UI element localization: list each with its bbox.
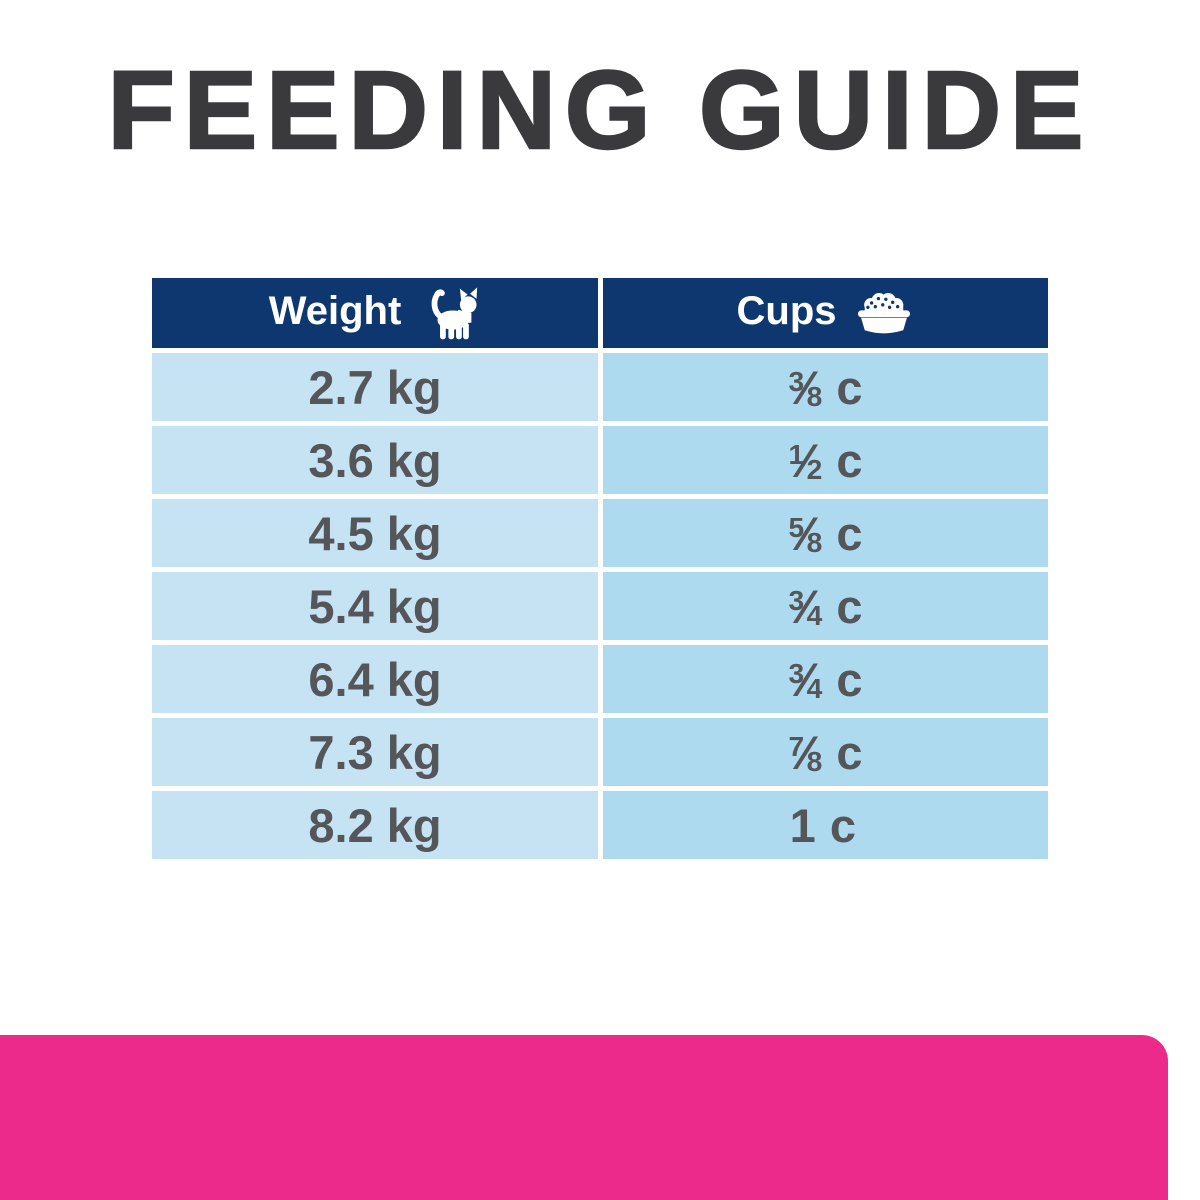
weight-column-header: Weight [152,278,598,348]
cat-icon [417,284,481,342]
page-title: FEEDING GUIDE [106,47,1093,173]
brand-accent-band [0,1035,1168,1200]
weight-cell: 4.5 kg [152,499,598,567]
food-bowl-icon [853,291,915,336]
weight-value: 5.4 kg [308,579,442,633]
cups-cell: 7⁄8 c [603,718,1048,786]
weight-value: 7.3 kg [308,725,442,779]
weight-cell: 2.7 kg [152,353,598,421]
cups-cell: 3⁄8 c [603,353,1048,421]
cups-cell: 3⁄4 c [603,645,1048,713]
weight-cell: 6.4 kg [152,645,598,713]
cups-header-label: Cups [736,288,837,333]
cups-cell: 1⁄2 c [603,426,1048,494]
weight-value: 3.6 kg [308,433,442,487]
cups-value: 3⁄8 c [788,360,863,414]
cups-cell: 5⁄8 c [603,499,1048,567]
feeding-table: Weight [152,278,1048,859]
cups-value: 7⁄8 c [788,725,863,779]
cups-cell: 3⁄4 c [603,572,1048,640]
weight-cell: 8.2 kg [152,791,598,859]
cups-value: 1⁄2 c [788,433,863,487]
weight-value: 2.7 kg [308,360,442,414]
weight-cell: 7.3 kg [152,718,598,786]
cups-value: 3⁄4 c [788,579,863,633]
cups-value: 3⁄4 c [788,652,863,706]
weight-cell: 3.6 kg [152,426,598,494]
weight-value: 6.4 kg [308,652,442,706]
weight-cell: 5.4 kg [152,572,598,640]
weight-value: 8.2 kg [308,798,442,852]
cups-column-header: Cups [603,278,1048,348]
weight-value: 4.5 kg [308,506,442,560]
weight-header-label: Weight [268,288,402,333]
cups-value: 5⁄8 c [788,506,863,560]
